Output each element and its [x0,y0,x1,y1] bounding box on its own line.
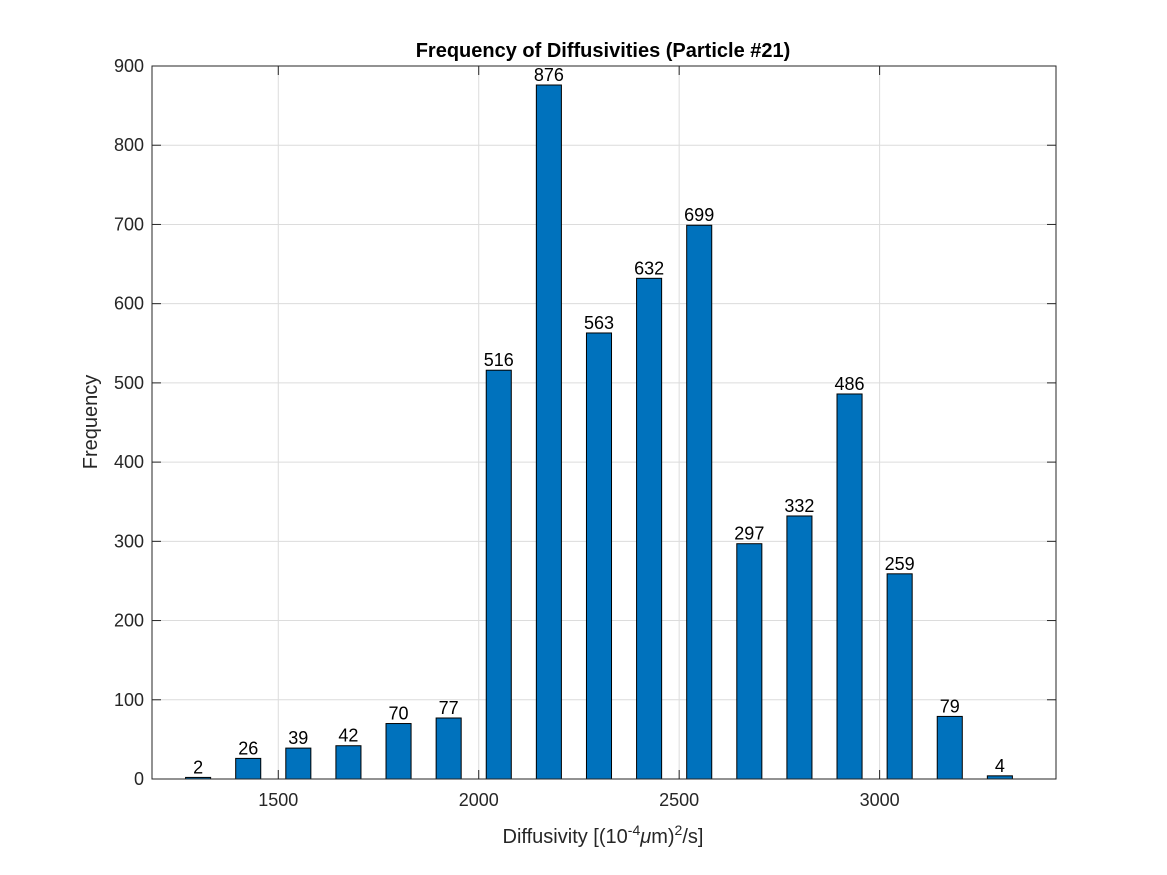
data-label: 70 [389,704,409,724]
x-axis-label-square: 2 [675,822,683,838]
bar [786,515,813,780]
data-label: 77 [439,698,459,718]
data-label: 4 [995,756,1005,776]
bar [285,747,312,780]
data-label: 486 [835,374,865,394]
bar [235,757,262,780]
y-tick-label: 200 [114,611,144,631]
data-label: 259 [885,554,915,574]
y-tick-label: 900 [114,56,144,76]
bar [585,332,613,780]
bar [936,715,963,780]
bar [435,717,462,780]
bar [836,393,863,780]
bar [886,573,913,780]
data-label: 516 [484,350,514,370]
data-label: 876 [534,65,564,85]
x-axis-label: Diffusivity [(10-4μm)2/s] [503,822,704,848]
bar [385,723,412,780]
data-label: 26 [238,738,258,758]
x-tick-label: 2000 [459,790,499,810]
x-tick-label: 2500 [659,790,699,810]
x-axis-label-exponent: -4 [628,822,641,838]
x-axis-label-mu: μ [639,826,651,848]
y-tick-label: 400 [114,452,144,472]
x-axis-label-unit: m) [651,826,674,848]
y-tick-label: 500 [114,373,144,393]
y-tick-label: 600 [114,294,144,314]
chart-title: Frequency of Diffusivities (Particle #21… [416,40,791,62]
data-label: 332 [784,496,814,516]
x-axis-label-prefix: Diffusivity [(10 [503,826,628,848]
data-label: 632 [634,258,664,278]
data-label: 39 [288,728,308,748]
y-tick-label: 300 [114,531,144,551]
x-tick-label: 1500 [258,790,298,810]
data-label: 699 [684,205,714,225]
axes-box [151,65,1057,780]
ticks: 1500 2000 2500 3000 0 100 200 300 400 500 600 700 80… [114,56,1056,810]
bar [485,369,512,780]
data-label: 297 [734,524,764,544]
data-label: 42 [338,726,358,746]
y-axis-label: Frequency [80,375,102,470]
x-axis-label-suffix: /s] [682,826,703,848]
bars [185,84,1013,780]
y-tick-label: 0 [134,769,144,789]
bar [535,84,562,780]
bar [636,277,663,780]
y-tick-label: 700 [114,214,144,234]
bar [686,224,713,780]
x-tick-label: 3000 [860,790,900,810]
data-label: 2 [193,757,203,777]
bar [736,543,763,780]
data-label: 79 [940,696,960,716]
y-tick-label: 800 [114,135,144,155]
data-label: 563 [584,313,614,333]
bar [335,745,362,780]
data-labels: 2 26 39 42 70 77 516 876 563 632 699 297 332 486 259 79… [193,65,1005,777]
y-tick-label: 100 [114,690,144,710]
